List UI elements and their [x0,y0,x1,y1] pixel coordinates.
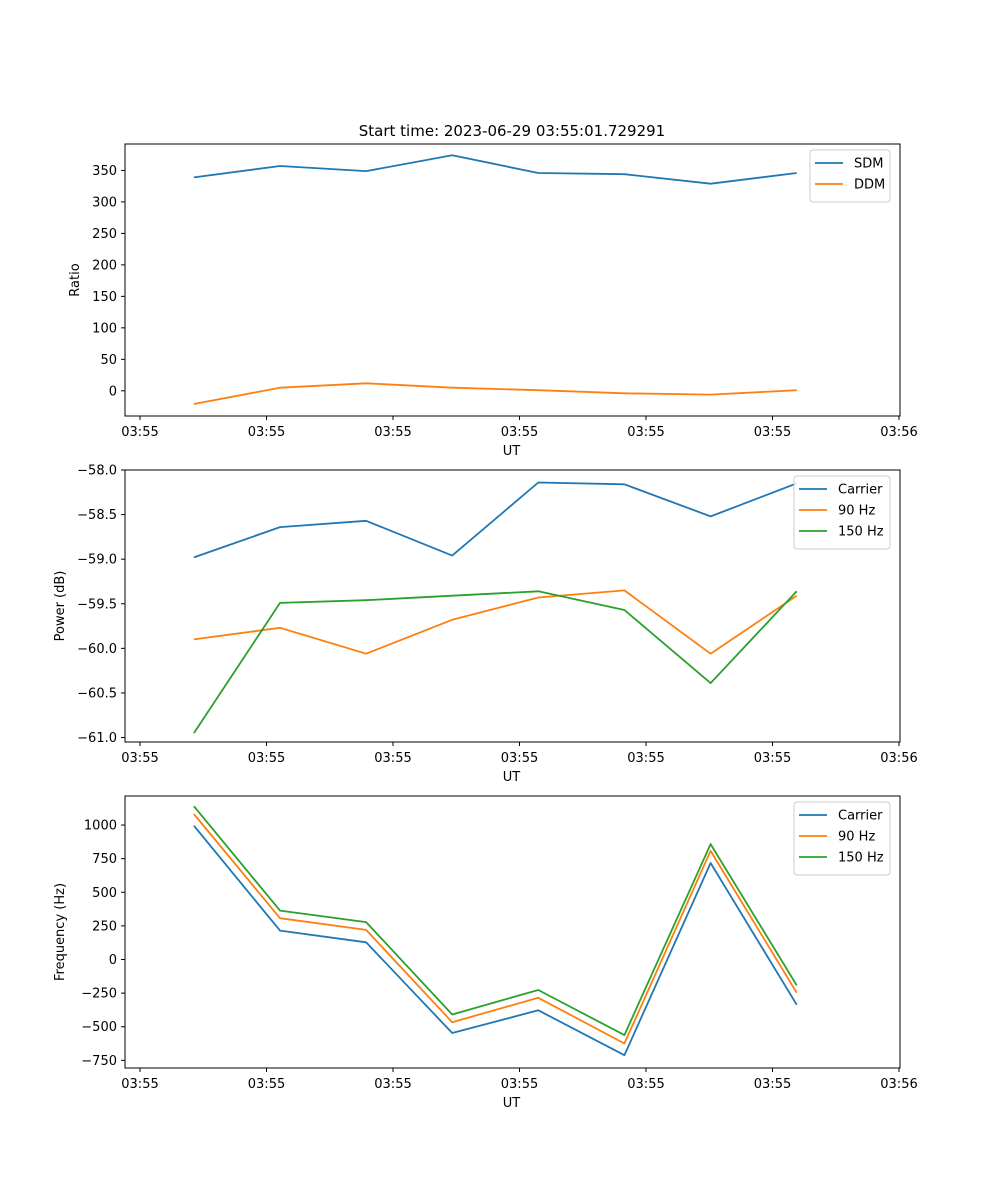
y-tick-label: −59.0 [77,553,117,568]
y-axis-label: Frequency (Hz) [53,883,68,981]
x-tick-label: 03:55 [501,751,538,766]
legend: Carrier 90 Hz 150 Hz [793,475,891,550]
legend: Carrier 90 Hz 150 Hz [793,801,891,876]
x-tick-label: 03:55 [248,425,285,440]
y-tick-label: −250 [81,987,117,1002]
y-tick-label: 200 [92,258,117,273]
legend: SDM DDM [809,149,891,203]
x-tick-label: 03:55 [248,1077,285,1092]
x-tick-label: 03:56 [880,425,917,440]
x-tick-label: 03:55 [754,751,791,766]
x-tick-label: 03:55 [121,751,158,766]
y-tick-label: 750 [92,852,117,867]
series-line-150-hz [193,805,798,1036]
x-tick-label: 03:55 [374,425,411,440]
x-tick-label: 03:55 [754,1077,791,1092]
legend-label: DDM [854,178,885,193]
x-tick-label: 03:55 [501,1077,538,1092]
series-line-ddm [193,382,797,405]
x-axis-label: UT [503,770,521,785]
x-axis-label: UT [503,1096,521,1111]
x-tick-label: 03:55 [121,1077,158,1092]
y-tick-label: −500 [81,1020,117,1035]
y-tick-label: −60.0 [77,642,117,657]
y-tick-label: 250 [92,919,117,934]
axes-frame [124,469,901,743]
y-tick-label: −58.0 [77,464,117,479]
x-tick-label: 03:56 [880,751,917,766]
y-tick-label: 1000 [84,819,117,834]
x-tick-label: 03:55 [627,751,664,766]
y-tick-label: −60.5 [77,686,117,701]
y-axis-label: Ratio [68,263,83,296]
y-tick-label: 350 [92,164,117,179]
subplot-3: 03:55 03:55 03:55 03:55 03:55 03:55 03:56 −750 −… [53,795,918,1111]
y-tick-label: 300 [92,195,117,210]
y-tick-label: 0 [109,384,117,399]
x-tick-label: 03:55 [374,751,411,766]
x-tick-label: 03:55 [121,425,158,440]
series-line-carrier [193,825,798,1057]
y-tick-label: −58.5 [77,508,117,523]
x-tick-label: 03:55 [374,1077,411,1092]
figure-title: Start time: 2023-06-29 03:55:01.729291 [359,122,665,140]
series-line-sdm [193,154,797,185]
y-tick-label: −61.0 [77,731,117,746]
x-tick-label: 03:55 [627,1077,664,1092]
legend-label: 90 Hz [838,830,875,845]
y-tick-label: 250 [92,227,117,242]
subplot-1: 03:55 03:55 03:55 03:55 03:55 03:55 03:56 0 50 10… [68,143,918,459]
x-tick-label: 03:55 [627,425,664,440]
x-axis-label: UT [503,444,521,459]
y-axis-label: Power (dB) [53,571,68,642]
legend-label: 150 Hz [838,525,884,540]
series-line-150-hz [193,590,798,734]
legend-label: Carrier [838,809,883,824]
series-line-carrier [193,481,798,559]
axes-frame [124,143,901,417]
series-line-90-hz [193,813,798,1045]
y-tick-label: 50 [100,353,117,368]
y-tick-label: 0 [109,953,117,968]
series-line-90-hz [193,589,798,655]
x-tick-label: 03:56 [880,1077,917,1092]
legend-label: 90 Hz [838,504,875,519]
legend-label: SDM [854,157,883,172]
y-tick-label: −59.5 [77,597,117,612]
legend-label: Carrier [838,483,883,498]
x-tick-label: 03:55 [754,425,791,440]
subplot-2: 03:55 03:55 03:55 03:55 03:55 03:55 03:56 −61.0… [53,464,918,786]
x-tick-label: 03:55 [501,425,538,440]
x-tick-label: 03:55 [248,751,285,766]
legend-label: 150 Hz [838,851,884,866]
axes-frame [124,795,901,1069]
y-tick-label: 150 [92,290,117,305]
y-tick-label: −750 [81,1054,117,1069]
y-tick-label: 100 [92,321,117,336]
y-tick-label: 500 [92,886,117,901]
